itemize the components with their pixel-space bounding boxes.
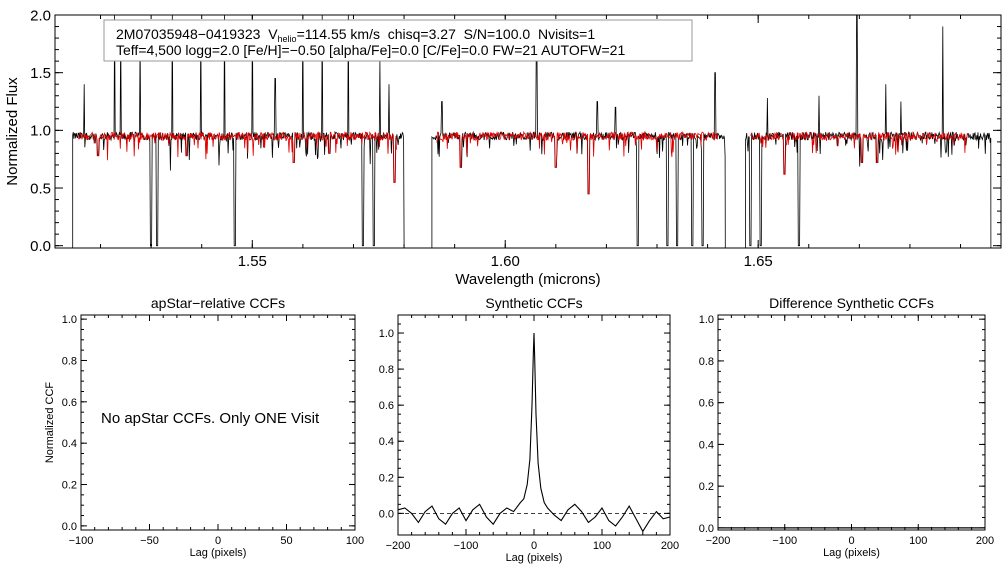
y-tick-label: 0.2 bbox=[62, 479, 77, 491]
annotation-box bbox=[103, 19, 693, 62]
synthetic-ccf-line bbox=[397, 332, 671, 533]
x-tick-label: 100 bbox=[346, 535, 364, 547]
y-tick-label: 1.0 bbox=[30, 123, 51, 140]
y-tick-label: 0.6 bbox=[62, 397, 77, 409]
y-axis-label: Normalized CCF bbox=[44, 382, 56, 464]
y-tick-label: 0.0 bbox=[62, 521, 77, 533]
y-axis-label: Normalized Flux bbox=[4, 77, 21, 186]
x-tick-label: 0 bbox=[848, 535, 854, 547]
star-id: 2M07035948−0419323 bbox=[116, 26, 261, 42]
observed-spectrum-line-chip-3 bbox=[745, 15, 992, 248]
observed-spectrum-line-chip-2 bbox=[431, 37, 726, 248]
x-tick-label: 0 bbox=[215, 535, 221, 547]
annotation-line-1: 2M07035948−0419323 Vhelio=114.55 km/s ch… bbox=[116, 26, 595, 44]
x-tick-label: −200 bbox=[706, 535, 731, 547]
y-tick-label: 1.5 bbox=[30, 65, 51, 82]
x-tick-label: −100 bbox=[772, 535, 797, 547]
panel-title: apStar−relative CCFs bbox=[151, 295, 285, 311]
x-tick-label: 1.55 bbox=[238, 253, 267, 270]
spectrum-panel: 1.55 1.60 1.65 0.0 0.5 1.0 1.5 2.0 Wavelength (m… bbox=[4, 7, 1002, 288]
y-tick-label: 1.0 bbox=[699, 314, 714, 326]
spectrum-annotation: 2M07035948−0419323 Vhelio=114.55 km/s ch… bbox=[103, 19, 693, 62]
y-tick-label: 1.0 bbox=[62, 314, 77, 326]
synthetic-ccf-panel: −200 −100 0 100 200 0.0 0.2 0.4 0.6 0.8 1.0 Synthet… bbox=[379, 295, 679, 564]
x-tick-label: 200 bbox=[976, 535, 994, 547]
y-tick-label: 0.8 bbox=[699, 356, 714, 368]
y-tick-label: 0.0 bbox=[30, 238, 51, 255]
y-tick-label: 0.4 bbox=[699, 439, 714, 451]
x-axis-label: Lag (pixels) bbox=[823, 547, 880, 559]
panel-title: Synthetic CCFs bbox=[485, 295, 582, 311]
plot-frame bbox=[54, 14, 1002, 249]
x-axis-label: Lag (pixels) bbox=[190, 547, 247, 559]
y-tick-label: 0.0 bbox=[699, 523, 714, 535]
x-tick-label: 100 bbox=[909, 535, 927, 547]
y-tick-label: 1.0 bbox=[379, 328, 394, 340]
y-tick-label: 2.0 bbox=[30, 7, 51, 24]
fit-stats: chisq=3.27 S/N=100.0 Nvisits=1 bbox=[388, 26, 596, 42]
y-tick-label: 0.2 bbox=[379, 472, 394, 484]
y-tick-label: 0.0 bbox=[379, 508, 394, 520]
y-tick-label: 0.2 bbox=[699, 481, 714, 493]
apstar-ccf-panel: No apStar CCFs. Only ONE Visit −100 −50 0 5… bbox=[44, 295, 364, 559]
synthetic-spectrum-line-chip-2 bbox=[436, 130, 718, 195]
x-tick-label: −100 bbox=[69, 535, 94, 547]
y-tick-label: 0.4 bbox=[379, 436, 394, 448]
x-tick-label: −200 bbox=[386, 540, 411, 552]
apstar-ccf-message: No apStar CCFs. Only ONE Visit bbox=[101, 410, 320, 427]
y-tick-label: 0.6 bbox=[699, 398, 714, 410]
y-tick-label: 0.8 bbox=[379, 364, 394, 376]
y-tick-label: 0.6 bbox=[379, 400, 394, 412]
panel-title: Difference Synthetic CCFs bbox=[769, 295, 934, 311]
x-tick-label: −100 bbox=[454, 540, 479, 552]
x-tick-label: 200 bbox=[661, 540, 679, 552]
synthetic-spectrum-line-chip-1 bbox=[77, 130, 397, 183]
y-tick-label: 0.5 bbox=[30, 180, 51, 197]
x-axis-label: Wavelength (microns) bbox=[455, 271, 600, 288]
annotation-line-2: Teff=4,500 logg=2.0 [Fe/H]=−0.50 [alpha/… bbox=[116, 42, 625, 58]
vhelio-symbol: V bbox=[268, 26, 278, 42]
x-tick-label: 1.60 bbox=[491, 253, 520, 270]
x-tick-label: 50 bbox=[280, 535, 292, 547]
y-tick-label: 0.8 bbox=[62, 355, 77, 367]
vhelio-subscript: helio bbox=[278, 34, 297, 44]
x-tick-label: 100 bbox=[593, 540, 611, 552]
vhelio-value: =114.55 km/s bbox=[297, 26, 380, 42]
x-tick-label: −50 bbox=[140, 535, 159, 547]
x-axis-label: Lag (pixels) bbox=[506, 552, 563, 564]
synthetic-spectrum-line-chip-3 bbox=[750, 130, 969, 175]
y-tick-label: 0.4 bbox=[62, 438, 77, 450]
x-tick-label: 0 bbox=[531, 540, 537, 552]
difference-ccf-panel: −200 −100 0 100 200 0.0 0.2 0.4 0.6 0.8 1.0 Differe… bbox=[699, 295, 994, 559]
x-tick-label: 1.65 bbox=[744, 253, 773, 270]
